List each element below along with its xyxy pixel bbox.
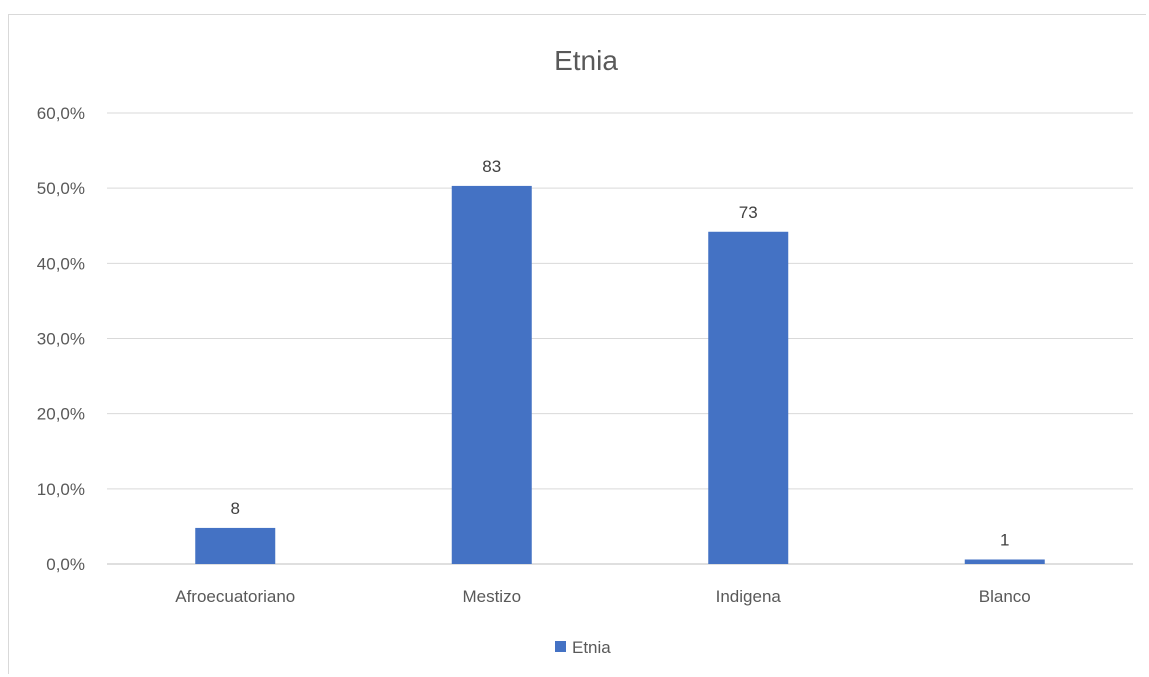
x-category-label: Afroecuatoriano xyxy=(175,587,295,606)
data-label-blanco: 1 xyxy=(1000,530,1009,549)
y-axis-ticks: 0,0% 10,0% 20,0% 30,0% 40,0% 50,0% 60,0% xyxy=(37,104,85,574)
data-label-afroecuatoriano: 8 xyxy=(231,499,240,518)
gridlines xyxy=(107,112,1133,565)
x-category-label: Blanco xyxy=(979,587,1031,606)
data-label-mestizo: 83 xyxy=(482,157,501,176)
chart-frame xyxy=(8,14,1146,674)
y-tick-label: 50,0% xyxy=(37,179,85,198)
x-category-label: Indigena xyxy=(716,587,782,606)
y-tick-label: 0,0% xyxy=(46,555,85,574)
x-category-label: Mestizo xyxy=(462,587,521,606)
y-tick-label: 10,0% xyxy=(37,480,85,499)
bars xyxy=(195,185,1045,564)
y-tick-label: 60,0% xyxy=(37,104,85,123)
bar-blanco xyxy=(964,559,1045,564)
legend-label: Etnia xyxy=(572,638,611,657)
bar-mestizo xyxy=(451,185,532,564)
legend-swatch xyxy=(555,641,566,652)
bar-afroecuatoriano xyxy=(195,527,276,564)
data-label-indigena: 73 xyxy=(739,203,758,222)
legend: Etnia xyxy=(555,638,611,657)
chart-title: Etnia xyxy=(554,45,618,76)
y-tick-label: 40,0% xyxy=(37,254,85,273)
data-labels: 8 83 73 1 xyxy=(231,157,1010,550)
bar-indigena xyxy=(708,231,789,564)
x-axis-categories: Afroecuatoriano Mestizo Indigena Blanco xyxy=(175,587,1031,606)
y-tick-label: 30,0% xyxy=(37,330,85,349)
y-tick-label: 20,0% xyxy=(37,405,85,424)
